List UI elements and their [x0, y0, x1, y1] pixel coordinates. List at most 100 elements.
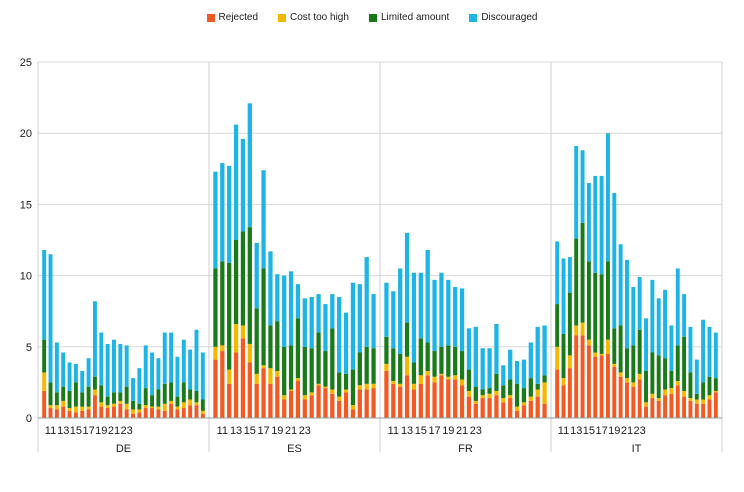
bar-segment-cost-too-high [99, 402, 104, 407]
bar-segment-rejected [247, 362, 252, 418]
bar-segment-rejected [701, 403, 706, 418]
legend-label-limited-amount: Limited amount [380, 12, 450, 23]
bar-segment-rejected [99, 406, 104, 418]
bar-segment-limited-amount [586, 261, 591, 340]
bar-segment-discouraged [150, 352, 155, 396]
bar-segment-rejected [175, 409, 180, 418]
bar-segment-rejected [364, 389, 369, 418]
bar-segment-discouraged [612, 193, 617, 329]
bar-segment-limited-amount [669, 371, 674, 389]
x-tick-label: 23 [121, 425, 133, 437]
bar-segment-discouraged [254, 242, 259, 309]
bar-segment-limited-amount [350, 369, 356, 406]
bar-segment-discouraged [275, 274, 280, 322]
bar-segment-cost-too-high [453, 375, 458, 380]
bar-segment-discouraged [194, 329, 199, 391]
x-tick-label: 21 [456, 425, 468, 437]
bar-segment-discouraged [54, 342, 59, 393]
bar-segment-limited-amount [391, 348, 396, 381]
bar-segment-cost-too-high [316, 383, 321, 386]
bar-segment-rejected [411, 389, 417, 418]
bar-segment-rejected [86, 409, 91, 418]
x-tick-label: 15 [70, 425, 82, 437]
legend-swatch-discouraged [469, 13, 478, 22]
bar-segment-limited-amount [137, 403, 142, 410]
bar-segment-discouraged [439, 272, 444, 347]
bar-segment-cost-too-high [669, 388, 674, 394]
bar-segment-cost-too-high [213, 346, 218, 360]
x-tick-label: 17 [595, 425, 607, 437]
bar-segment-rejected [73, 412, 78, 418]
bar-segment-rejected [707, 399, 712, 418]
bar-segment-rejected [343, 392, 349, 418]
bar-segment-limited-amount [675, 345, 680, 381]
bar-segment-discouraged [580, 150, 585, 223]
bar-segment-discouraged [480, 348, 485, 390]
bar-segment-limited-amount [593, 272, 598, 353]
bar-segment-limited-amount [535, 383, 540, 390]
bar-segment-rejected [143, 408, 148, 418]
bar-segment-cost-too-high [439, 373, 444, 376]
bar-segment-limited-amount [411, 362, 417, 384]
bar-segment-discouraged [169, 332, 174, 383]
bar-segment-discouraged [240, 138, 246, 232]
x-tick-label: 11 [217, 425, 228, 437]
bar-segment-cost-too-high [54, 405, 59, 410]
x-tick-label: 17 [428, 425, 440, 437]
bar-segment-discouraged [535, 326, 540, 384]
bar-segment-cost-too-high [295, 378, 301, 381]
bar-segment-cost-too-high [586, 339, 591, 346]
bar-segment-limited-amount [92, 376, 97, 390]
x-tick-label: 17 [82, 425, 94, 437]
bar-segment-cost-too-high [220, 345, 225, 352]
bar-segment-limited-amount [275, 321, 280, 372]
x-tick-label: 21 [285, 425, 297, 437]
bar-segment-cost-too-high [247, 343, 252, 363]
y-tick-label: 15 [20, 199, 32, 211]
bar-segment-limited-amount [688, 372, 693, 399]
bar-segment-rejected [337, 400, 342, 418]
bar-segment-limited-amount [574, 238, 579, 326]
bar-segment-limited-amount [143, 388, 148, 406]
bar-segment-rejected [508, 398, 513, 418]
bar-segment-cost-too-high [514, 406, 520, 411]
bar-segment-limited-amount [118, 392, 123, 401]
bar-segment-limited-amount [567, 292, 572, 356]
bar-segment-discouraged [473, 326, 478, 387]
bar-segment-discouraged [398, 268, 403, 354]
bar-segment-cost-too-high [261, 365, 266, 369]
bar-segment-cost-too-high [713, 390, 718, 393]
bar-segment-limited-amount [282, 346, 287, 396]
bar-segment-cost-too-high [637, 373, 642, 380]
bar-segment-cost-too-high [48, 405, 53, 409]
bar-segment-discouraged [162, 332, 167, 384]
x-tick-label: 13 [401, 425, 413, 437]
bar-segment-cost-too-high [580, 322, 585, 336]
bar-segment-discouraged [446, 279, 451, 346]
bar-segment-cost-too-high [466, 390, 472, 397]
x-tick-label: 21 [108, 425, 120, 437]
bar-segment-cost-too-high [521, 402, 527, 406]
bar-segment-limited-amount [240, 231, 246, 326]
bar-segment-discouraged [227, 165, 232, 263]
bar-segment-cost-too-high [80, 406, 85, 411]
bar-segment-cost-too-high [254, 373, 259, 384]
bar-segment-limited-amount [605, 261, 610, 340]
bar-segment-limited-amount [701, 382, 706, 400]
bar-segment-cost-too-high [240, 325, 246, 339]
bar-segment-rejected [282, 399, 287, 418]
bar-segment-limited-amount [156, 389, 161, 407]
bar-segment-limited-amount [487, 388, 492, 394]
group-label: FR [458, 443, 473, 455]
bar-segment-cost-too-high [92, 389, 97, 396]
bar-segment-discouraged [213, 171, 218, 269]
bar-segment-rejected [169, 403, 174, 418]
bar-segment-cost-too-high [364, 383, 369, 390]
bar-segment-discouraged [371, 294, 376, 349]
group-label: DE [116, 443, 131, 455]
bar-segment-discouraged [67, 362, 72, 391]
bar-segment-rejected [213, 359, 218, 418]
bar-segment-discouraged [593, 175, 598, 273]
bar-segment-rejected [586, 345, 591, 418]
